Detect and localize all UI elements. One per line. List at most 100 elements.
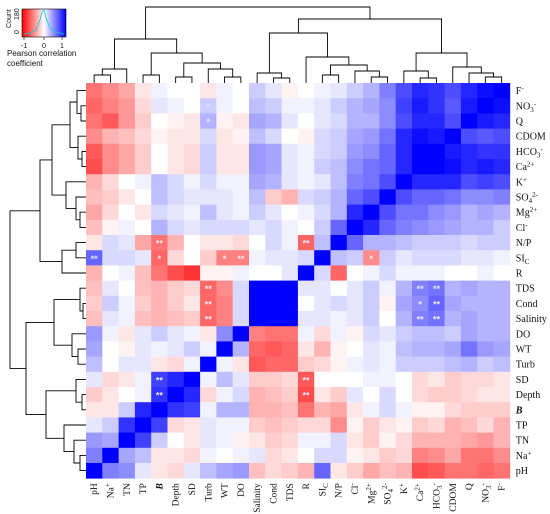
heatmap-cell [428,280,445,297]
heatmap-cell [200,189,217,205]
column-label: TP [139,483,149,494]
heatmap-cell [200,280,217,297]
heatmap-cell [102,98,119,114]
heatmap-cell [265,432,282,449]
heatmap-cell [216,189,234,205]
heatmap-cell [395,402,413,418]
heatmap-cell [281,417,299,433]
heatmap-cell [167,235,185,251]
heatmap-cell [86,326,103,342]
heatmap-cell [314,204,331,221]
heatmap-cell [460,371,478,388]
heatmap-cell [216,219,234,236]
heatmap-cell [477,371,494,388]
heatmap-cell [297,417,315,433]
heatmap-cell [346,174,364,190]
heatmap-cell [249,143,266,160]
row-label: K+ [516,176,527,189]
heatmap-cell [183,98,201,114]
heatmap-cell [297,295,315,312]
heatmap-cell [330,371,348,388]
heatmap-cell [102,432,119,449]
heatmap-cell [379,83,397,99]
heatmap-cell [412,204,429,221]
heatmap-cell [249,83,266,99]
heatmap-cell [102,265,119,281]
heatmap-cell [379,463,397,479]
heatmap-cell [200,128,217,145]
heatmap-cell [363,356,380,373]
heatmap-cell [232,219,250,236]
heatmap-cell [460,326,478,342]
heatmap-cell [216,83,234,99]
heatmap-cell [86,204,103,221]
heatmap-cell [102,143,119,160]
significance-star: ** [433,284,441,294]
heatmap-cell [428,174,445,190]
heatmap-cell [281,113,299,129]
heatmap-cell [118,341,136,357]
heatmap-cell [477,159,494,175]
heatmap-cell [167,143,185,160]
significance-star: ** [156,239,164,249]
heatmap-cell [493,371,511,388]
heatmap-cell [118,219,136,236]
heatmap-cell [460,295,478,312]
heatmap-cell [379,143,397,160]
heatmap-cell [167,159,185,175]
heatmap-cell [477,235,494,251]
heatmap-cell [428,159,445,175]
heatmap-cell [428,311,445,327]
column-label: NO3- [479,483,493,503]
heatmap-cell [281,128,299,145]
heatmap-cell [265,83,282,99]
heatmap-cell [314,402,331,418]
heatmap-cell [428,447,445,464]
heatmap-cell [102,402,119,418]
heatmap-cell [460,402,478,418]
heatmap-cell [232,402,250,418]
dendrogram-branch [145,6,371,39]
heatmap-cell [330,128,348,145]
heatmap-cell [346,447,364,464]
heatmap-cell [330,432,348,449]
row-label: HCO3- [516,145,544,159]
heatmap-cell [314,356,331,373]
heatmap-cell [460,417,478,433]
heatmap-cell [216,113,234,129]
heatmap-cell [183,143,201,160]
dendrogram-branch [61,249,86,274]
row-label: Na+ [516,449,532,462]
heatmap-cell [167,280,185,297]
heatmap-cell [281,326,299,342]
heatmap-cell [395,113,413,129]
row-label: Cond [516,299,538,310]
heatmap-cell [379,235,397,251]
heatmap-cell [200,371,217,388]
heatmap-cell [412,235,429,251]
heatmap-cell [379,219,397,236]
row-label: TDS [516,284,535,295]
heatmap-cell [412,159,429,175]
heatmap-cell [118,356,136,373]
significance-star: ** [91,254,99,264]
heatmap-cell [346,463,364,479]
column-label: Ca2+ [414,483,427,501]
heatmap-cell [444,128,462,145]
column-label: SO42- [381,483,395,505]
heatmap-cell [444,235,462,251]
heatmap-cell [249,341,266,357]
row-label: SIC [516,253,530,266]
heatmap-cell [249,98,266,114]
heatmap-cell [363,265,380,281]
heatmap-cell [444,250,462,266]
heatmap-cell [460,265,478,281]
heatmap-cell [493,174,511,190]
heatmap-cell [330,311,348,327]
heatmap-cell [395,235,413,251]
heatmap-cell [265,189,282,205]
heatmap-cell [167,174,185,190]
heatmap-cell [297,341,315,357]
heatmap-cell [265,463,282,479]
heatmap-cell [86,417,103,433]
